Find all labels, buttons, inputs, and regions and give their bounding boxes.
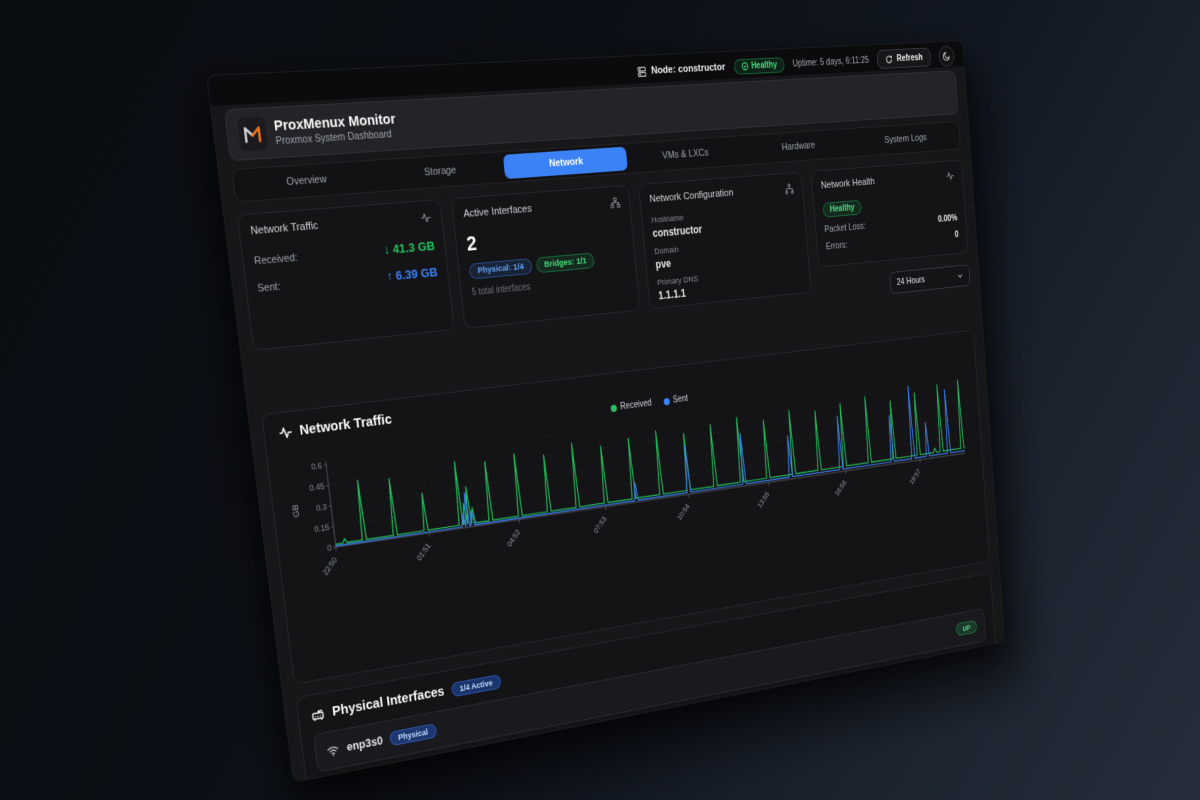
tab-network[interactable]: Network (502, 146, 628, 180)
theme-toggle-button[interactable] (937, 45, 956, 67)
up-arrow-icon: ↑ (385, 268, 394, 284)
health-badge: Healthy (733, 56, 785, 75)
proxmenux-logo (236, 116, 268, 152)
tab-storage[interactable]: Storage (423, 164, 457, 179)
chevron-down-icon (957, 271, 964, 280)
errors-label: Errors: (825, 239, 848, 253)
svg-text:22:50: 22:50 (321, 555, 339, 577)
received-value: ↓ 41.3 GB (383, 238, 436, 258)
node-label: Node: constructor (650, 61, 726, 77)
stats-col4: Network Health Healthy Packet Loss: 0.00%… (810, 159, 971, 301)
card-title: Active Interfaces (462, 203, 533, 220)
down-arrow-icon: ↓ (383, 242, 391, 258)
interface-name: enp3s0 (346, 734, 384, 754)
activity-icon (945, 170, 954, 184)
refresh-button[interactable]: Refresh (876, 47, 932, 70)
refresh-icon (885, 54, 893, 64)
server-icon (636, 65, 647, 77)
svg-text:07:53: 07:53 (592, 514, 608, 535)
physical-count-badge: Physical: 1/4 (468, 258, 533, 280)
received-dot (610, 404, 618, 412)
interface-status-badge: UP (955, 619, 978, 637)
tab-system-logs[interactable]: System Logs (884, 132, 928, 146)
svg-text:0.15: 0.15 (314, 522, 330, 534)
moon-icon (942, 51, 951, 62)
network-configuration-card: Network Configuration Hostname constructo… (638, 171, 812, 310)
svg-text:13:55: 13:55 (756, 490, 771, 510)
active-interface-count: 2 (465, 231, 478, 256)
sent-dot (663, 397, 670, 406)
dashboard-window: Node: constructor Healthy Uptime: 5 days… (206, 39, 1006, 783)
sent-value: ↑ 6.39 GB (385, 264, 439, 284)
sent-label: Sent: (256, 280, 281, 295)
svg-text:0.3: 0.3 (316, 502, 328, 513)
svg-text:GB: GB (291, 504, 301, 518)
network-traffic-card: Network Traffic Received: ↓ 41.3 GB Sent… (236, 199, 455, 351)
active-interfaces-card: Active Interfaces 2 Physical: 1/4 Bridge… (451, 184, 641, 329)
app-titles: ProxMenux Monitor Proxmox System Dashboa… (273, 111, 398, 147)
traffic-line-chart: 0 0.15 0.3 0.45 0.6 GB 22:50 01:51 04:52 07:53 10:… (291, 370, 975, 577)
card-title: Network Configuration (649, 187, 734, 205)
svg-text:04:52: 04:52 (505, 527, 522, 548)
svg-text:10:54: 10:54 (675, 502, 691, 522)
main-content: ProxMenux Monitor Proxmox System Dashboa… (210, 66, 1005, 783)
svg-text:0: 0 (327, 543, 332, 553)
tab-hardware[interactable]: Hardware (781, 140, 816, 153)
check-circle-icon (741, 62, 749, 71)
health-status-badge: Healthy (822, 199, 862, 218)
bridges-count-badge: Bridges: 1/1 (535, 252, 595, 274)
wifi-icon (326, 742, 340, 758)
activity-icon (278, 424, 294, 441)
errors-value: 0 (954, 229, 959, 240)
packet-loss-label: Packet Loss: (824, 220, 866, 235)
svg-text:01:51: 01:51 (415, 541, 432, 562)
interface-type-badge: Physical (389, 723, 437, 747)
network-tree-icon (784, 183, 794, 198)
ethernet-icon (310, 706, 325, 723)
network-nodes-icon (610, 196, 621, 211)
time-range-select[interactable]: 24 Hours (889, 264, 971, 295)
packet-loss-value: 0.00% (937, 212, 958, 225)
uptime-label: Uptime: 5 days, 6:11:25 (792, 54, 870, 70)
received-label: Received: (253, 251, 299, 267)
network-health-card: Network Health Healthy Packet Loss: 0.00%… (810, 159, 969, 268)
network-traffic-chart-card: Network Traffic Received Sent 0 0.15 0.3 0.… (261, 329, 990, 685)
tab-overview[interactable]: Overview (285, 173, 328, 189)
card-title: Network Traffic (249, 220, 319, 238)
svg-text:0.6: 0.6 (311, 461, 323, 472)
card-title: Network Health (820, 176, 876, 191)
activity-icon (420, 211, 432, 227)
svg-text:0.45: 0.45 (309, 481, 325, 493)
active-count-badge: 1/4 Active (450, 673, 502, 697)
tab-vms-lxcs[interactable]: VMs & LXCs (661, 147, 709, 162)
node-indicator: Node: constructor (636, 61, 726, 77)
svg-text:16:56: 16:56 (833, 478, 848, 497)
svg-text:19:57: 19:57 (908, 467, 922, 486)
